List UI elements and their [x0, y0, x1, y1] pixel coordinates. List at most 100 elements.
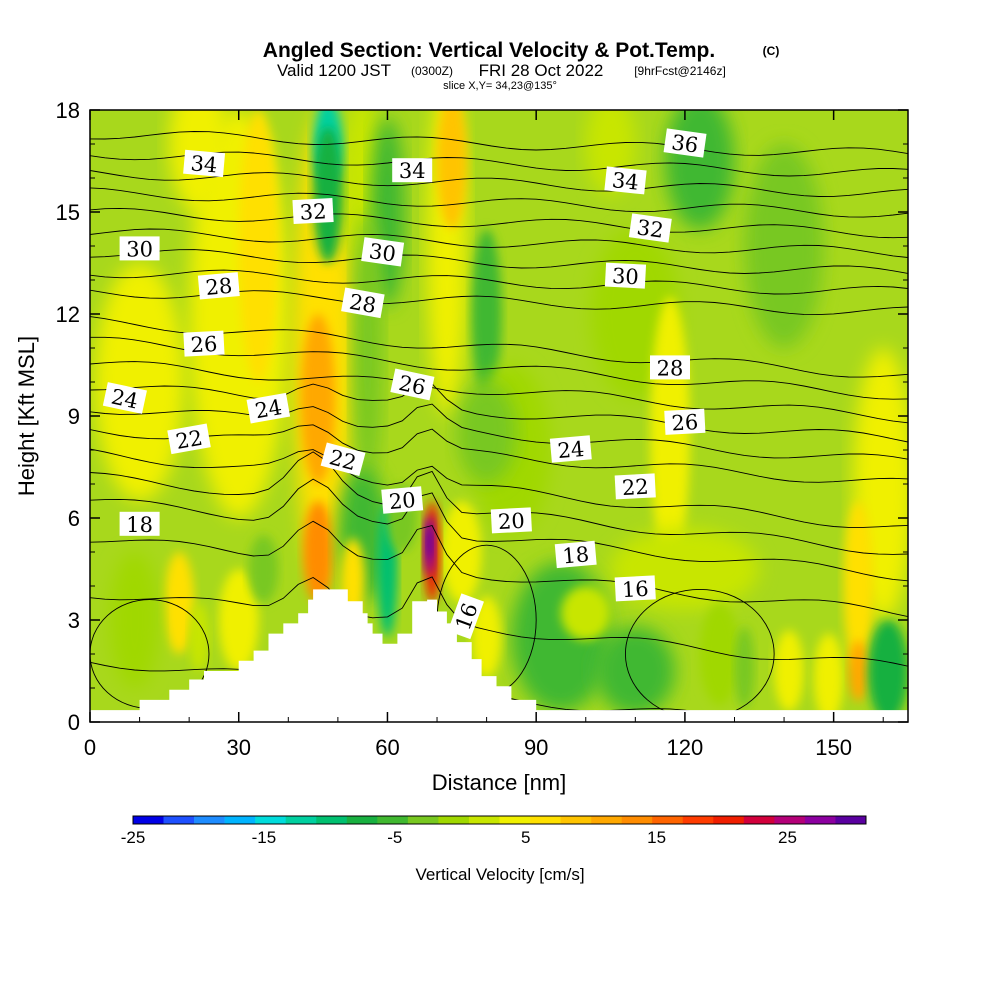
- x-axis-label: Distance [nm]: [432, 770, 567, 795]
- contour-label-text: 24: [253, 395, 283, 423]
- contour-label: 20: [381, 486, 424, 514]
- contour-label-box: [650, 355, 690, 380]
- y-tick-label: 15: [56, 200, 80, 225]
- colorbar-tick-label: 5: [521, 828, 530, 847]
- theta-contour: [90, 151, 908, 177]
- contour-label-box: [341, 287, 385, 319]
- velocity-cell: [189, 603, 209, 671]
- colorbar-swatch: [560, 816, 592, 824]
- contour-label-text: 26: [397, 371, 428, 400]
- velocity-cell: [169, 110, 229, 212]
- contour-label-text: 28: [205, 274, 234, 300]
- contour-label-text: 34: [399, 159, 426, 183]
- contour-label-text: 34: [190, 151, 219, 177]
- colorbar-swatch: [530, 816, 561, 824]
- contour-label-box: [664, 408, 706, 435]
- contour-label-box: [320, 442, 366, 477]
- velocity-cell: [665, 110, 735, 229]
- contour-label-text: 20: [497, 509, 525, 534]
- theta-contour: [90, 520, 908, 618]
- colorbar-swatch: [316, 816, 348, 824]
- velocity-cell: [471, 229, 502, 399]
- y-axis-label: Height [Kft MSL]: [14, 336, 39, 496]
- contour-label: 24: [102, 382, 147, 414]
- theta-contour: [90, 187, 908, 218]
- velocity-cell: [471, 596, 502, 678]
- contour-label-box: [614, 473, 656, 500]
- velocity-cell: [238, 110, 279, 382]
- theta-contour: [90, 316, 908, 378]
- y-tick-label: 12: [56, 302, 80, 327]
- theta-contour: [90, 403, 908, 460]
- slice-info: slice X,Y= 34,23@135°: [443, 80, 557, 92]
- colorbar-frame: [132, 815, 867, 825]
- x-tick-label: 0: [84, 735, 96, 760]
- contour-label-box: [119, 511, 160, 536]
- contour-label: 22: [320, 442, 366, 477]
- contour-label: 22: [167, 423, 211, 455]
- contour-label-box: [604, 262, 647, 289]
- x-tick-label: 60: [375, 735, 399, 760]
- contour-label-text: 32: [635, 215, 665, 242]
- velocity-cell: [248, 535, 279, 603]
- contour-label-text: 26: [190, 332, 218, 357]
- colorbar-swatch: [468, 816, 500, 824]
- theta-contour: [90, 576, 908, 667]
- contour-label: 28: [341, 287, 385, 319]
- velocity-cell: [441, 501, 482, 603]
- theta-contour: [90, 170, 908, 197]
- theta-contour: [90, 336, 908, 400]
- velocity-cell: [843, 501, 874, 671]
- theta-contour: [90, 228, 908, 258]
- contour-label-text: 22: [174, 426, 204, 454]
- contour-label-box: [390, 368, 435, 401]
- contour-label-text: 26: [671, 410, 699, 435]
- colorbar-swatch: [774, 816, 806, 824]
- colorbar-swatch: [163, 816, 195, 824]
- contour-label-box: [361, 237, 405, 267]
- theta-contour: [90, 131, 908, 156]
- contour-labels: 34 34 34 36 32 32 30 30 30 28 28 28 26 26 26 24 24 24 22 22…: [102, 128, 707, 640]
- colorbar-swatch: [407, 816, 439, 824]
- y-tick-label: 9: [68, 404, 80, 429]
- contour-label: 32: [628, 213, 672, 243]
- colorbar-swatch: [438, 816, 470, 824]
- velocity-cell: [774, 630, 804, 712]
- velocity-cell: [813, 633, 844, 722]
- contour-label: 26: [664, 408, 706, 435]
- colorbar-swatch: [194, 816, 225, 824]
- contour-label-box: [167, 423, 211, 455]
- velocity-cell: [437, 110, 467, 229]
- contour-label: 18: [119, 511, 160, 537]
- contour-label: 34: [392, 158, 433, 183]
- contour-label-box: [183, 330, 225, 357]
- colorbar: -25 -15 -5 5 15 25: [121, 815, 867, 847]
- contour-label: 34: [604, 166, 647, 195]
- contour-label: 24: [246, 392, 291, 424]
- chart-title: Angled Section: Vertical Velocity & Pot.…: [263, 39, 715, 62]
- contour-label-text: 24: [557, 437, 586, 463]
- velocity-cell: [218, 569, 259, 671]
- x-tick-label: 30: [226, 735, 250, 760]
- copyright-mark: (C): [763, 44, 780, 58]
- colorbar-swatch: [591, 816, 622, 824]
- contour-label: 24: [549, 435, 592, 463]
- contour-label: 30: [604, 262, 647, 289]
- contour-label-box: [392, 158, 433, 183]
- contour-label-text: 18: [126, 513, 153, 537]
- contour-label-box: [102, 382, 147, 414]
- velocity-cell: [734, 626, 755, 709]
- colorbar-swatch: [682, 816, 714, 824]
- contour-label-box: [604, 166, 647, 195]
- colorbar-swatch: [621, 816, 653, 824]
- contour-label-text: 24: [109, 384, 140, 413]
- contour-label: 32: [292, 197, 334, 225]
- theta-contour: [90, 478, 908, 582]
- contour-label: 30: [361, 237, 405, 267]
- colorbar-tick-label: 25: [778, 828, 797, 847]
- contour-label-text: 28: [657, 356, 684, 380]
- colorbar-swatch: [652, 816, 684, 824]
- contour-label: 36: [663, 128, 707, 158]
